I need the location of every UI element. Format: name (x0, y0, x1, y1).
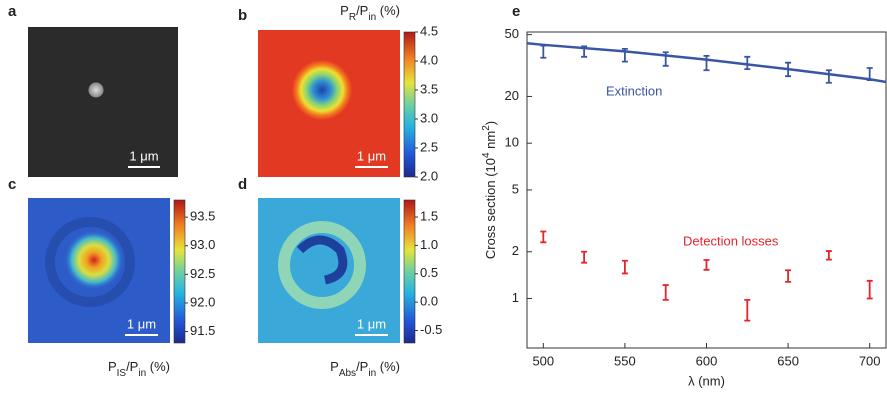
colorbar-tick-label: 1.5 (420, 208, 438, 223)
y-tick-label: 2 (512, 243, 519, 258)
colorbar-tick-label: 1.0 (420, 237, 438, 252)
map-feature (278, 221, 366, 309)
label-part: (%) (376, 3, 400, 18)
map-feature (292, 60, 352, 120)
error-bar (662, 284, 669, 301)
label-part: P (330, 359, 339, 374)
axis-label: PAbs/Pin (%) (330, 359, 400, 379)
label-part: ) (483, 121, 498, 125)
label-part: 2 (481, 125, 492, 131)
label-part: 4 (481, 152, 492, 158)
panel-label: a (8, 3, 17, 20)
colorbar-tick-label: 4.5 (420, 23, 438, 38)
colorbar-tick-label: 4.0 (420, 52, 438, 67)
x-tick-label: 500 (532, 353, 554, 368)
axis-label: PR/Pin (%) (340, 3, 400, 23)
label-part: (%) (146, 359, 170, 374)
series-label: Detection losses (683, 233, 779, 248)
y-tick-label: 10 (505, 135, 519, 150)
label-part: P (108, 359, 117, 374)
error-bar (662, 51, 669, 67)
error-bar (581, 45, 588, 58)
y-tick-label: 20 (505, 88, 519, 103)
axis-label: Cross section (104 nm2) (481, 121, 498, 259)
error-bar (703, 259, 710, 271)
y-tick-label: 5 (512, 181, 519, 196)
colorbar-tick-label: 2.5 (420, 139, 438, 154)
error-bar (825, 69, 832, 84)
scale-bar-label: 1 μm (357, 148, 386, 163)
label-part: in (138, 368, 146, 379)
label-part: /P (356, 359, 368, 374)
sem-image (28, 27, 178, 177)
panel-label: d (238, 176, 247, 193)
y-tick-label: 50 (505, 26, 519, 41)
series-label: Extinction (606, 83, 662, 98)
x-tick-label: 600 (696, 353, 718, 368)
error-bar (703, 54, 710, 72)
panel-label: c (8, 176, 16, 193)
scale-bar-label: 1 μm (357, 316, 386, 331)
x-tick-label: 650 (777, 353, 799, 368)
scale-bar-label: 1 μm (129, 148, 158, 163)
label-part: P (340, 3, 349, 18)
panel-images (28, 27, 400, 343)
map-feature (64, 230, 124, 290)
panel-label: e (512, 3, 520, 20)
error-bar (540, 44, 547, 59)
colorbar-tick-label: -0.5 (420, 322, 442, 337)
y-tick-label: 1 (512, 290, 519, 305)
label-part: (%) (376, 359, 400, 374)
error-bar (785, 269, 792, 283)
colorbar (403, 31, 416, 178)
colorbar-tick-label: 2.0 (420, 168, 438, 183)
colorbar-tick-label: 93.5 (190, 209, 215, 224)
map-feature (45, 217, 135, 307)
label-part: in (368, 12, 376, 23)
error-bar (785, 61, 792, 78)
x-tick-label: 550 (614, 353, 636, 368)
x-tick-label: 700 (859, 353, 881, 368)
label-part: /P (356, 3, 368, 18)
colorbar-tick-label: 93.0 (190, 237, 215, 252)
colorbar-tick-label: 3.0 (420, 110, 438, 125)
label-part: nm (483, 131, 498, 153)
error-bar (744, 298, 751, 322)
label-part: Cross section (10 (483, 158, 498, 259)
panel-label: b (238, 7, 247, 24)
error-bar (621, 259, 628, 275)
colorbar-tick-label: 0.5 (420, 265, 438, 280)
label-part: in (368, 368, 376, 379)
label-part: IS (117, 368, 127, 379)
axis-label: PIS/Pin (%) (108, 359, 170, 379)
error-bar (825, 250, 832, 261)
colorbar-tick-label: 92.0 (190, 294, 215, 309)
particle (88, 82, 104, 98)
scale-bar-label: 1 μm (127, 316, 156, 331)
error-bar (621, 47, 628, 63)
error-bar (540, 230, 547, 244)
colorbar-tick-label: 3.5 (420, 81, 438, 96)
error-bar (744, 55, 751, 70)
x-axis-label: λ (nm) (688, 373, 725, 388)
label-part: /P (126, 359, 138, 374)
error-bar (866, 67, 873, 81)
error-bar (581, 250, 588, 264)
colorbar (403, 199, 416, 344)
colorbar-tick-label: 91.5 (190, 323, 215, 338)
error-bar (866, 279, 873, 300)
label-part: Abs (339, 368, 356, 379)
label-part: R (349, 12, 356, 23)
colorbar (173, 199, 186, 344)
colorbar-tick-label: 0.0 (420, 294, 438, 309)
map-feature (296, 235, 348, 285)
plot-frame (526, 31, 887, 349)
colorbar-tick-label: 92.5 (190, 266, 215, 281)
